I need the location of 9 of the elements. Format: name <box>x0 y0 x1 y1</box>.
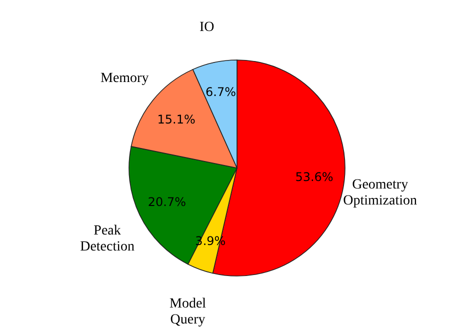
data-label: 20.7% <box>148 194 186 209</box>
data-label: 15.1% <box>157 112 196 126</box>
slice-label: IO <box>200 20 214 36</box>
slice-label: Memory <box>100 70 149 86</box>
data-label: 53.6% <box>295 170 334 184</box>
slice-label: Model Query <box>170 296 206 328</box>
slice-label: Peak Detection <box>80 224 134 255</box>
slice-label: Geometry Optimization <box>343 177 418 208</box>
data-label: 6.7% <box>206 84 236 99</box>
